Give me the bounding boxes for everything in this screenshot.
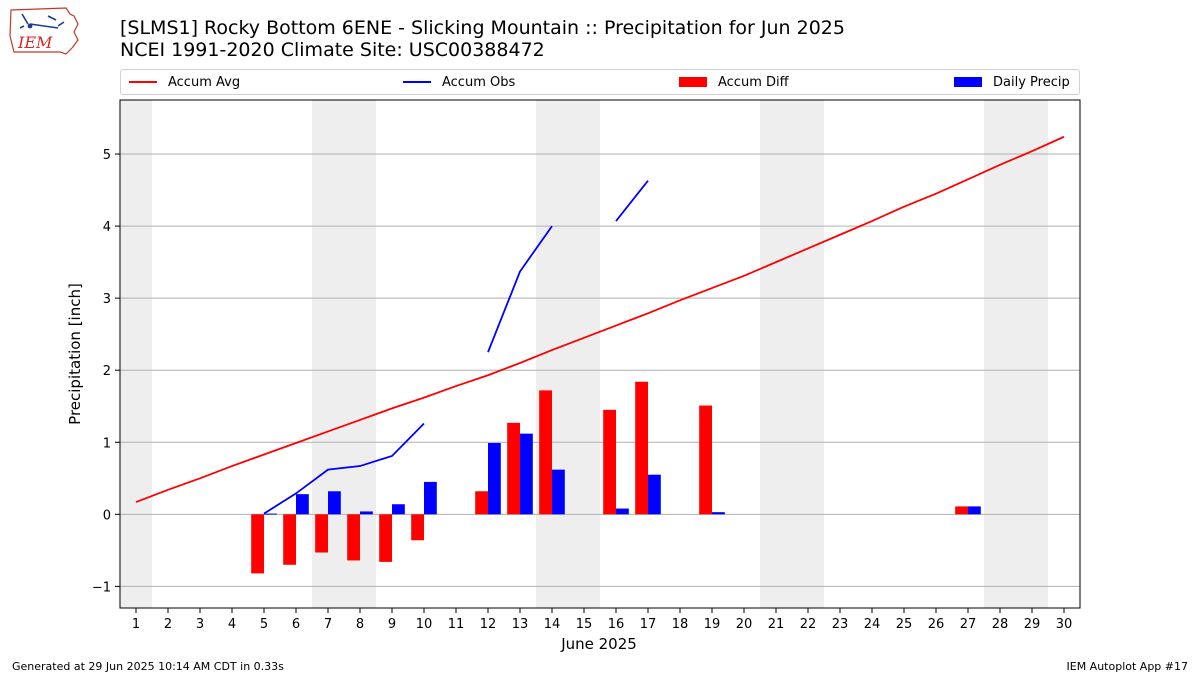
x-tick-label: 11: [448, 617, 465, 632]
x-tick-label: 25: [896, 617, 913, 632]
daily-precip-bar: [552, 469, 565, 515]
x-tick-label: 24: [864, 617, 881, 632]
y-tick-label: 5: [103, 148, 111, 163]
accum-diff-bar: [699, 405, 712, 515]
legend-accum-avg: Accum Avg: [129, 70, 240, 94]
x-tick-label: 1: [132, 617, 140, 632]
accum-diff-bar: [315, 514, 328, 553]
y-tick-label: 4: [103, 220, 111, 235]
x-tick-label: 6: [292, 617, 300, 632]
accum-diff-bar: [475, 491, 488, 515]
x-tick-label: 9: [388, 617, 396, 632]
x-tick-label: 15: [576, 617, 593, 632]
legend-accum-diff: Accum Diff: [679, 70, 789, 94]
x-tick-label: 19: [704, 617, 721, 632]
legend-label-diff: Accum Diff: [718, 74, 789, 90]
x-tick-label: 28: [992, 617, 1009, 632]
x-tick-label: 3: [196, 617, 204, 632]
accum-diff-bar: [635, 381, 648, 515]
svg-text:IEM: IEM: [17, 33, 53, 52]
x-tick-label: 4: [228, 617, 236, 632]
y-axis-label: Precipitation [inch]: [66, 283, 84, 425]
accum-diff-bar: [251, 514, 264, 574]
x-tick-label: 12: [480, 617, 497, 632]
daily-precip-bar: [360, 511, 373, 515]
accum-obs-line-segment-0: [263, 422, 425, 515]
x-tick-label: 13: [512, 617, 529, 632]
accum-obs-line-segment-2: [615, 180, 649, 222]
y-tick-label: −1: [92, 580, 111, 595]
accum-diff-bar: [507, 422, 520, 515]
weekend-band-2: [536, 100, 600, 608]
accum-avg-line: [135, 135, 1065, 503]
accum-diff-bar: [411, 514, 424, 541]
x-tick-label: 5: [260, 617, 268, 632]
footer-app: IEM Autoplot App #17: [1066, 660, 1189, 673]
accum-diff-bar: [283, 514, 296, 565]
legend: Accum Avg Accum Obs Accum Diff Daily Pre…: [120, 69, 1080, 95]
y-tick-label: 0: [103, 508, 111, 523]
daily-precip-bar: [616, 508, 629, 515]
daily-precip-bar: [712, 512, 725, 515]
x-tick-label: 10: [416, 617, 433, 632]
weekend-band-4: [984, 100, 1048, 608]
daily-precip-bar: [392, 504, 405, 515]
accum-diff-bar: [539, 390, 552, 515]
chart-title: [SLMS1] Rocky Bottom 6ENE - Slicking Mou…: [120, 17, 845, 39]
x-tick-label: 7: [324, 617, 332, 632]
daily-precip-bar: [648, 474, 661, 515]
y-tick-label: 1: [103, 436, 111, 451]
x-tick-label: 26: [928, 617, 945, 632]
x-tick-label: 23: [832, 617, 849, 632]
legend-label-daily: Daily Precip: [993, 74, 1070, 90]
accum-diff-bar: [347, 514, 360, 561]
plot-frame: [119, 99, 1081, 609]
daily-precip-bar: [424, 481, 437, 515]
x-tick-label: 2: [164, 617, 172, 632]
x-tick-label: 29: [1024, 617, 1041, 632]
accum-diff-bar: [603, 409, 616, 515]
weekend-band-3: [760, 100, 824, 608]
legend-box-swatch-diff: [679, 77, 707, 87]
daily-precip-bar: [264, 513, 277, 515]
x-tick-label: 30: [1056, 617, 1073, 632]
chart-subtitle: NCEI 1991-2020 Climate Site: USC00388472: [120, 39, 545, 61]
daily-precip-bar: [520, 433, 533, 515]
legend-accum-obs: Accum Obs: [403, 70, 515, 94]
x-tick-label: 20: [736, 617, 753, 632]
daily-precip-bar: [296, 494, 309, 515]
x-tick-label: 18: [672, 617, 689, 632]
weekend-band-0: [120, 100, 152, 608]
x-tick-label: 17: [640, 617, 657, 632]
accum-obs-line-segment-1: [487, 225, 553, 353]
iem-logo: IEM: [9, 7, 79, 55]
legend-label-avg: Accum Avg: [168, 74, 241, 90]
footer-generated: Generated at 29 Jun 2025 10:14 AM CDT in…: [12, 660, 284, 673]
x-tick-label: 14: [544, 617, 561, 632]
legend-label-obs: Accum Obs: [442, 74, 516, 90]
x-tick-label: 27: [960, 617, 977, 632]
accum-diff-bar: [379, 514, 392, 562]
x-axis-label: June 2025: [560, 635, 637, 653]
daily-precip-bar: [488, 442, 501, 515]
daily-precip-bar: [328, 491, 341, 515]
x-tick-label: 21: [768, 617, 785, 632]
daily-precip-bar: [968, 506, 981, 515]
y-tick-label: 2: [103, 364, 111, 379]
x-tick-label: 22: [800, 617, 817, 632]
legend-daily-precip: Daily Precip: [954, 70, 1070, 94]
legend-line-swatch-avg: [129, 81, 157, 83]
accum-diff-bar: [955, 506, 968, 515]
y-tick-label: 3: [103, 292, 111, 307]
legend-box-swatch-daily: [954, 77, 982, 87]
legend-line-swatch-obs: [403, 81, 431, 83]
x-tick-label: 16: [608, 617, 625, 632]
x-tick-label: 8: [356, 617, 364, 632]
